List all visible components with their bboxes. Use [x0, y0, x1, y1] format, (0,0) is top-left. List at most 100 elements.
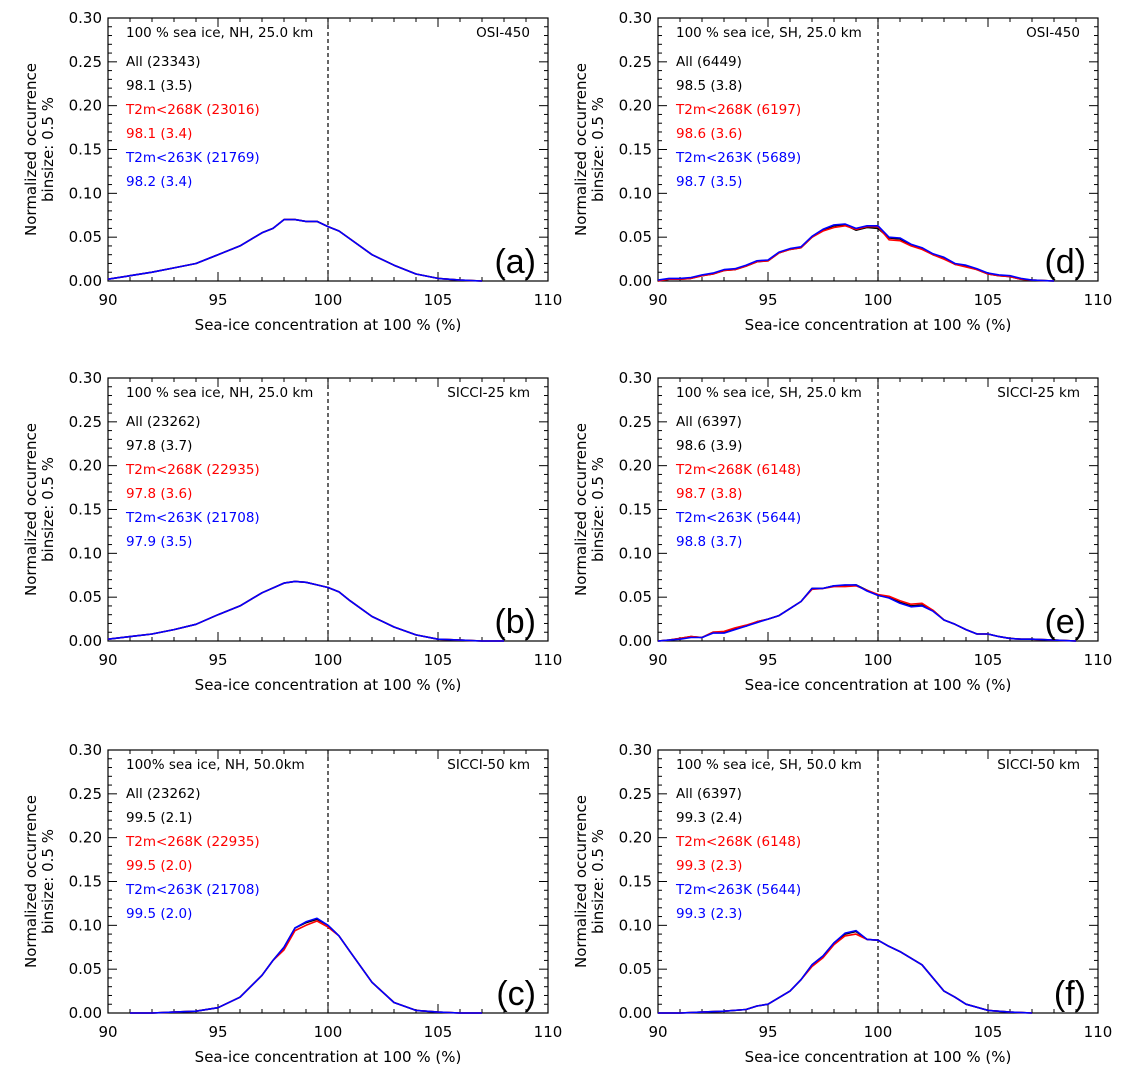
- y-axis-label-binsize: binsize: 0.5 %: [589, 457, 607, 562]
- y-axis-label: Normalized occurrence: [572, 63, 590, 236]
- y-tick-label: 0.30: [619, 9, 652, 27]
- stat-label-all: All (6397): [676, 786, 742, 802]
- y-tick-label: 0.15: [69, 501, 102, 519]
- series-line-all: [658, 930, 1033, 1014]
- x-tick-label: 105: [424, 651, 453, 669]
- series-line-t268: [107, 218, 483, 282]
- y-tick-label: 0.30: [619, 369, 652, 387]
- x-tick-label: 95: [208, 291, 227, 309]
- x-tick-label: 100: [864, 291, 893, 309]
- y-tick-label: 0.05: [69, 228, 102, 246]
- series-line-t268: [658, 933, 1033, 1014]
- stat-value-all: 98.1 (3.5): [126, 78, 192, 94]
- panel-letter: (d): [1044, 243, 1086, 281]
- series-line-t263: [657, 223, 1055, 282]
- chart-panel-b: 90 95 100 105 110 0.00 0.05 0.10 0.15 0.20 0.25 0.3…: [22, 369, 562, 694]
- y-tick-label: 0.15: [619, 501, 652, 519]
- x-tick-label: 105: [974, 1023, 1003, 1041]
- x-tick-label: 90: [98, 651, 117, 669]
- y-axis-label: Normalized occurrence: [572, 423, 590, 596]
- x-tick-label: 110: [1084, 651, 1113, 669]
- panel-title-left: 100 % sea ice, NH, 25.0 km: [126, 385, 313, 401]
- stat-value-t263: 98.7 (3.5): [676, 174, 742, 190]
- y-tick-label: 0.00: [69, 632, 102, 650]
- stat-label-t268: T2m<268K (6148): [675, 462, 801, 478]
- panel-title-left: 100% sea ice, NH, 50.0km: [126, 757, 305, 773]
- panel-letter: (f): [1054, 975, 1086, 1013]
- stat-label-all: All (6397): [676, 414, 742, 430]
- y-tick-label: 0.20: [69, 457, 102, 475]
- y-tick-label: 0.25: [619, 785, 652, 803]
- series-line-t263: [658, 929, 1033, 1014]
- x-tick-label: 100: [314, 651, 343, 669]
- y-axis-label-binsize: binsize: 0.5 %: [589, 97, 607, 202]
- panel-letter: (a): [494, 243, 536, 281]
- panel-title-right: OSI-450: [476, 25, 530, 41]
- y-tick-label: 0.25: [69, 785, 102, 803]
- y-tick-label: 0.10: [69, 184, 102, 202]
- x-tick-label: 105: [424, 1023, 453, 1041]
- y-tick-label: 0.25: [69, 413, 102, 431]
- y-tick-label: 0.20: [619, 97, 652, 115]
- series-line-all: [130, 918, 482, 1014]
- panel-title-right: SICCI-25 km: [997, 385, 1080, 401]
- stat-value-t268: 99.5 (2.0): [126, 858, 192, 874]
- stat-value-all: 97.8 (3.7): [126, 438, 192, 454]
- stat-label-t263: T2m<263K (21708): [125, 510, 260, 526]
- stat-value-t268: 99.3 (2.3): [676, 858, 742, 874]
- panel-title-right: SICCI-50 km: [447, 757, 530, 773]
- y-tick-label: 0.25: [619, 53, 652, 71]
- x-axis-label: Sea-ice concentration at 100 % (%): [195, 676, 462, 694]
- x-tick-label: 90: [648, 1023, 667, 1041]
- stat-label-all: All (23262): [126, 414, 201, 430]
- y-tick-label: 0.25: [619, 413, 652, 431]
- chart-panel-c: 90 95 100 105 110 0.00 0.05 0.10 0.15 0.20 0.25 0.3…: [22, 741, 562, 1066]
- stat-value-t263: 99.3 (2.3): [676, 906, 742, 922]
- y-tick-label: 0.20: [69, 829, 102, 847]
- x-tick-label: 110: [534, 291, 563, 309]
- x-tick-label: 110: [534, 651, 563, 669]
- y-tick-label: 0.20: [619, 457, 652, 475]
- series-line-all: [107, 580, 504, 642]
- y-tick-label: 0.10: [619, 544, 652, 562]
- y-tick-label: 0.10: [619, 916, 652, 934]
- y-tick-label: 0.15: [619, 141, 652, 159]
- y-tick-label: 0.00: [69, 272, 102, 290]
- x-tick-label: 95: [208, 1023, 227, 1041]
- x-tick-label: 110: [534, 1023, 563, 1041]
- series-line-t263: [657, 584, 1077, 642]
- stat-value-all: 99.5 (2.1): [126, 810, 192, 826]
- panel-title-left: 100 % sea ice, NH, 25.0 km: [126, 25, 313, 41]
- y-axis-label: Normalized occurrence: [22, 423, 40, 596]
- x-tick-label: 90: [648, 651, 667, 669]
- x-tick-label: 100: [314, 291, 343, 309]
- chart-panel-f: 90 95 100 105 110 0.00 0.05 0.10 0.15 0.20 0.25 0.3…: [572, 741, 1112, 1066]
- y-tick-label: 0.05: [69, 960, 102, 978]
- x-tick-label: 95: [758, 291, 777, 309]
- x-tick-label: 105: [424, 291, 453, 309]
- y-tick-label: 0.05: [69, 588, 102, 606]
- series-line-t263: [107, 218, 483, 282]
- series-line-t268: [130, 920, 482, 1014]
- x-axis-label: Sea-ice concentration at 100 % (%): [745, 1048, 1012, 1066]
- y-tick-label: 0.15: [619, 873, 652, 891]
- y-tick-label: 0.15: [69, 873, 102, 891]
- panel-title-right: SICCI-50 km: [997, 757, 1080, 773]
- stat-value-t268: 98.1 (3.4): [126, 126, 192, 142]
- y-tick-label: 0.10: [69, 916, 102, 934]
- stat-label-t268: T2m<268K (22935): [125, 834, 260, 850]
- y-tick-label: 0.25: [69, 53, 102, 71]
- x-tick-label: 90: [98, 1023, 117, 1041]
- y-axis-label: Normalized occurrence: [22, 795, 40, 968]
- y-tick-label: 0.20: [619, 829, 652, 847]
- stat-value-all: 98.5 (3.8): [676, 78, 742, 94]
- x-tick-label: 95: [758, 651, 777, 669]
- x-axis-label: Sea-ice concentration at 100 % (%): [195, 316, 462, 334]
- stat-value-t268: 98.7 (3.8): [676, 486, 742, 502]
- x-tick-label: 90: [648, 291, 667, 309]
- stat-label-t263: T2m<263K (5689): [675, 150, 801, 166]
- panel-letter: (c): [496, 975, 536, 1013]
- y-axis-label-binsize: binsize: 0.5 %: [589, 829, 607, 934]
- y-axis-label-binsize: binsize: 0.5 %: [39, 457, 57, 562]
- y-tick-label: 0.10: [69, 544, 102, 562]
